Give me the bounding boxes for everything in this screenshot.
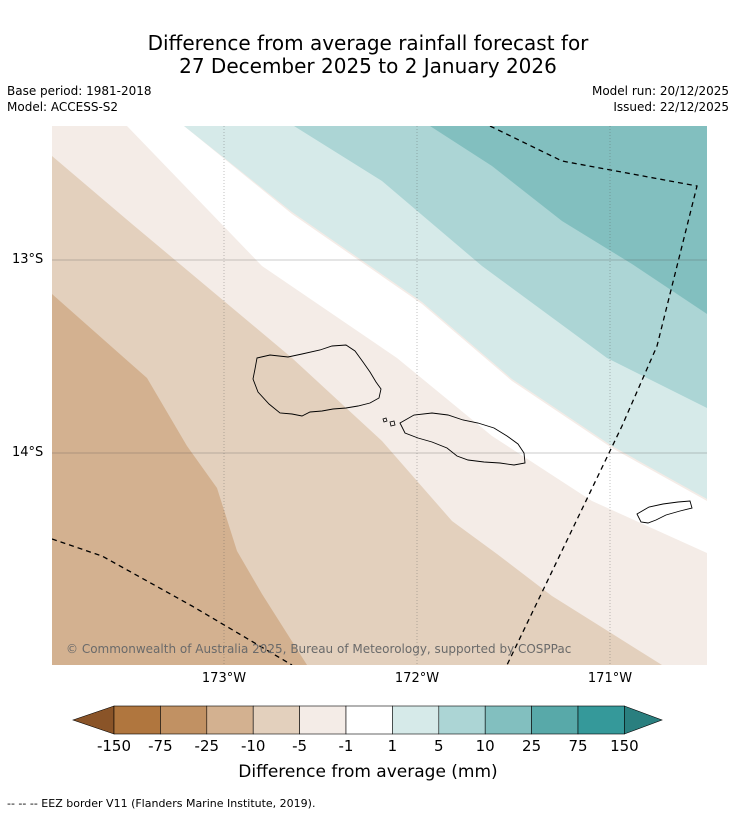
lat-label-13s: 13°S (12, 252, 44, 267)
colorbar (72, 705, 663, 735)
colorbar-extend-high (624, 705, 663, 735)
colorbar-tick-label: -75 (148, 737, 173, 755)
colorbar-tick-label: 75 (568, 737, 588, 755)
apolima-island (389, 420, 396, 427)
lon-label-173w: 173°W (201, 671, 247, 686)
colorbar-segment (252, 705, 300, 735)
manono-island (382, 417, 388, 423)
colorbar-title: Difference from average (mm) (238, 762, 498, 782)
base-period-label: Base period: 1981-2018 (7, 84, 152, 98)
lon-label-172w: 172°W (394, 671, 440, 686)
colorbar-tick-label: 25 (522, 737, 542, 755)
colorbar-segment (531, 705, 579, 735)
rainfall-map (52, 126, 707, 665)
tutuila-island (636, 500, 693, 524)
issued-label: Issued: 22/12/2025 (613, 100, 729, 114)
colorbar-tick-label: 1 (387, 737, 398, 755)
colorbar-segment (484, 705, 532, 735)
colorbar-segment (113, 705, 161, 735)
map-title-line-1: Difference from average rainfall forecas… (147, 31, 589, 55)
eez-border-east (489, 126, 698, 665)
colorbar-segment (392, 705, 440, 735)
model-label: Model: ACCESS-S2 (7, 100, 119, 114)
colorbar-tick-label: -10 (240, 737, 266, 755)
lon-label-171w: 171°W (587, 671, 633, 686)
colorbar-tick-label: -150 (96, 737, 132, 755)
colorbar-extend-low (72, 705, 115, 735)
colorbar-segment (438, 705, 486, 735)
copyright-notice: © Commonwealth of Australia 2025, Bureau… (66, 642, 572, 656)
colorbar-tick-label: 5 (434, 737, 444, 755)
upolu-island (399, 412, 526, 466)
model-run-label: Model run: 20/12/2025 (591, 84, 729, 98)
colorbar-tick-label: -1 (338, 737, 354, 755)
eez-legend-note: -- -- -- EEZ border V11 (Flanders Marine… (7, 797, 316, 810)
colorbar-tick-label: 10 (475, 737, 495, 755)
colorbar-segment (577, 705, 625, 735)
colorbar-tick-label: -25 (194, 737, 220, 755)
band-minus25-minus10 (52, 294, 307, 665)
band-10-25 (430, 126, 707, 314)
colorbar-segment (206, 705, 254, 735)
colorbar-segment (160, 705, 208, 735)
colorbar-tick-label: -5 (292, 737, 308, 755)
colorbar-segment (345, 705, 393, 735)
map-title-line-2: 27 December 2025 to 2 January 2026 (179, 54, 557, 78)
colorbar-tick-label: 150 (610, 737, 639, 755)
colorbar-segment (299, 705, 347, 735)
savaii-island (252, 344, 382, 417)
lat-label-14s: 14°S (12, 445, 44, 460)
